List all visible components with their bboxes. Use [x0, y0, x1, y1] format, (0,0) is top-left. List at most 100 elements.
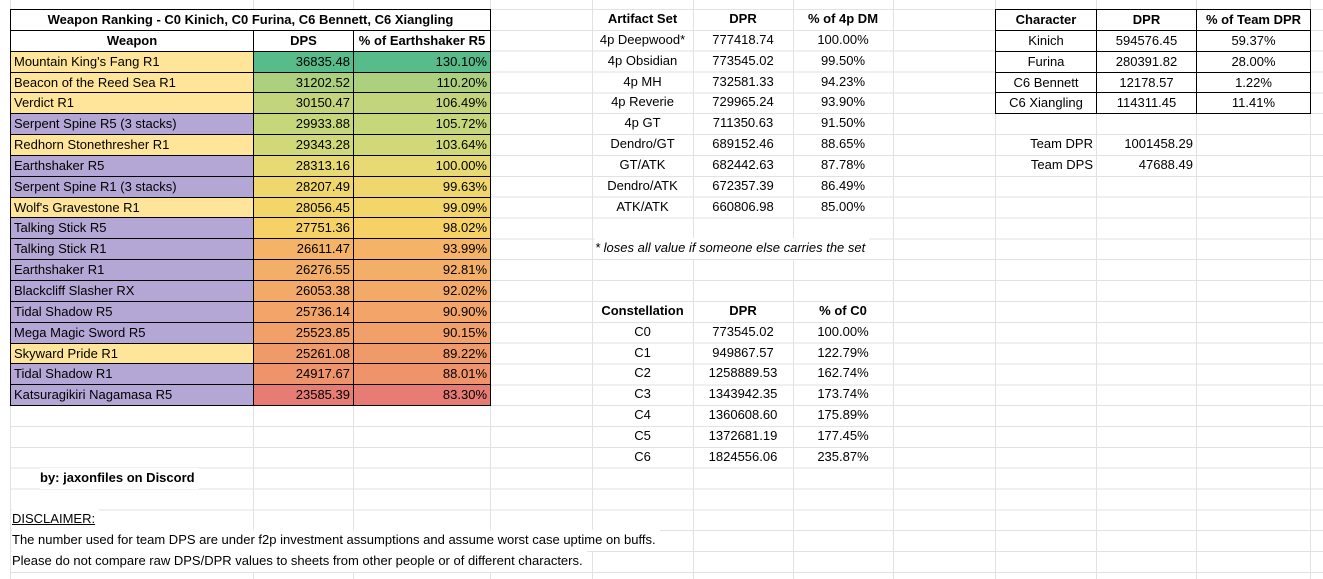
weapon-column-header[interactable]: Weapon — [11, 30, 254, 52]
weapon-name-cell[interactable]: Redhorn Stonethresher R1 — [11, 135, 254, 156]
dps-column-header[interactable]: DPS — [254, 30, 354, 52]
constellation-dpr-cell[interactable]: 1258889.53 — [708, 365, 778, 381]
artifact-pct-cell[interactable]: 99.50% — [820, 52, 866, 68]
weapon-name-cell[interactable]: Talking Stick R5 — [11, 218, 254, 240]
artifact-set-cell[interactable]: Dendro/ATK — [607, 177, 678, 193]
weapon-dps-cell[interactable]: 27751.36 — [254, 218, 354, 240]
team-dps-value[interactable]: 47688.49 — [1138, 156, 1193, 172]
constellation-cell[interactable]: C6 — [634, 448, 651, 464]
artifact-pct-cell[interactable]: 86.49% — [820, 177, 866, 193]
weapon-pct-cell[interactable]: 130.10% — [354, 51, 491, 73]
artifact-pct-column-header[interactable]: % of 4p DM — [807, 11, 879, 26]
weapon-name-cell[interactable]: Earthshaker R5 — [11, 155, 254, 177]
weapon-dps-cell[interactable]: 28313.16 — [254, 155, 354, 177]
character-name-cell[interactable]: C6 Bennett — [996, 72, 1097, 94]
artifact-set-cell[interactable]: 4p Reverie — [611, 94, 674, 110]
weapon-dps-cell[interactable]: 28056.45 — [254, 197, 354, 219]
artifact-dpr-cell[interactable]: 773545.02 — [712, 52, 774, 68]
artifact-set-cell[interactable]: 4p Deepwood* — [599, 31, 686, 47]
artifact-footnote[interactable]: * loses all value if someone else carrie… — [595, 238, 870, 260]
artifact-pct-cell[interactable]: 93.90% — [820, 94, 866, 110]
weapon-pct-cell[interactable]: 83.30% — [354, 385, 491, 407]
disclaimer-line-2[interactable]: Please do not compare raw DPS/DPR values… — [12, 551, 587, 572]
weapon-pct-cell[interactable]: 88.01% — [354, 364, 491, 386]
constellation-cell[interactable]: C1 — [634, 344, 651, 360]
constellation-pct-cell[interactable]: 100.00% — [817, 323, 869, 339]
artifact-dpr-cell[interactable]: 777418.74 — [712, 31, 774, 47]
weapon-dps-cell[interactable]: 30150.47 — [254, 93, 354, 115]
weapon-dps-cell[interactable]: 26276.55 — [254, 260, 354, 281]
constellation-cell[interactable]: C3 — [634, 386, 651, 402]
weapon-pct-cell[interactable]: 90.15% — [354, 322, 491, 344]
artifact-set-cell[interactable]: Dendro/GT — [610, 136, 675, 152]
weapon-name-cell[interactable]: Serpent Spine R5 (3 stacks) — [11, 114, 254, 136]
artifact-pct-cell[interactable]: 100.00% — [817, 31, 869, 47]
weapon-dps-cell[interactable]: 28207.49 — [254, 176, 354, 198]
constellation-dpr-cell[interactable]: 1824556.06 — [708, 448, 778, 464]
character-pct-cell[interactable]: 1.22% — [1197, 72, 1311, 94]
weapon-name-cell[interactable]: Wolf's Gravestone R1 — [11, 197, 254, 219]
weapon-pct-cell[interactable]: 103.64% — [354, 135, 491, 156]
constellation-dpr-cell[interactable]: 949867.57 — [712, 344, 774, 360]
weapon-dps-cell[interactable]: 25736.14 — [254, 301, 354, 323]
weapon-dps-cell[interactable]: 24917.67 — [254, 364, 354, 386]
weapon-name-cell[interactable]: Verdict R1 — [11, 93, 254, 115]
constellation-cell[interactable]: C4 — [634, 407, 651, 423]
weapon-name-cell[interactable]: Earthshaker R1 — [11, 260, 254, 281]
character-pct-column-header[interactable]: % of Team DPR — [1197, 10, 1311, 31]
character-dpr-cell[interactable]: 114311.45 — [1097, 93, 1197, 115]
weapon-pct-cell[interactable]: 90.90% — [354, 301, 491, 323]
weapon-pct-cell[interactable]: 93.99% — [354, 239, 491, 261]
weapon-pct-cell[interactable]: 92.02% — [354, 280, 491, 302]
artifact-pct-cell[interactable]: 88.65% — [820, 136, 866, 152]
artifact-set-cell[interactable]: GT/ATK — [619, 156, 666, 172]
weapon-dps-cell[interactable]: 29343.28 — [254, 135, 354, 156]
character-column-header[interactable]: Character — [996, 10, 1097, 31]
artifact-dpr-column-header[interactable]: DPR — [729, 11, 757, 26]
artifact-pct-cell[interactable]: 85.00% — [820, 198, 866, 214]
character-dpr-cell[interactable]: 594576.45 — [1097, 30, 1197, 52]
weapon-pct-cell[interactable]: 110.20% — [354, 72, 491, 94]
artifact-dpr-cell[interactable]: 732581.33 — [712, 73, 774, 89]
constellation-pct-column-header[interactable]: % of C0 — [819, 302, 867, 318]
constellation-pct-cell[interactable]: 122.79% — [817, 344, 869, 360]
team-dps-label[interactable]: Team DPS — [1030, 156, 1093, 172]
weapon-pct-cell[interactable]: 99.09% — [354, 197, 491, 219]
weapon-dps-cell[interactable]: 25261.08 — [254, 343, 354, 365]
character-dpr-cell[interactable]: 280391.82 — [1097, 51, 1197, 73]
constellation-dpr-cell[interactable]: 1372681.19 — [708, 427, 778, 443]
weapon-dps-cell[interactable]: 31202.52 — [254, 72, 354, 94]
character-pct-cell[interactable]: 59.37% — [1197, 30, 1311, 52]
constellation-pct-cell[interactable]: 177.45% — [817, 427, 869, 443]
artifact-set-cell[interactable]: 4p Obsidian — [607, 52, 678, 68]
weapon-name-cell[interactable]: Skyward Pride R1 — [11, 343, 254, 365]
constellation-pct-cell[interactable]: 162.74% — [817, 365, 869, 381]
artifact-pct-cell[interactable]: 87.78% — [820, 156, 866, 172]
artifact-set-cell[interactable]: 4p GT — [624, 115, 661, 131]
weapon-name-cell[interactable]: Tidal Shadow R5 — [11, 301, 254, 323]
weapon-name-cell[interactable]: Tidal Shadow R1 — [11, 364, 254, 386]
weapon-pct-cell[interactable]: 106.49% — [354, 93, 491, 115]
weapon-pct-cell[interactable]: 99.63% — [354, 176, 491, 198]
constellation-cell[interactable]: C0 — [634, 323, 651, 339]
weapon-dps-cell[interactable]: 25523.85 — [254, 322, 354, 344]
weapon-name-cell[interactable]: Katsuragikiri Nagamasa R5 — [11, 385, 254, 407]
constellation-dpr-cell[interactable]: 773545.02 — [712, 323, 774, 339]
artifact-dpr-cell[interactable]: 682442.63 — [712, 156, 774, 172]
weapon-dps-cell[interactable]: 26611.47 — [254, 239, 354, 261]
constellation-column-header[interactable]: Constellation — [601, 302, 684, 318]
constellation-dpr-column-header[interactable]: DPR — [729, 302, 757, 318]
weapon-name-cell[interactable]: Talking Stick R1 — [11, 239, 254, 261]
weapon-dps-cell[interactable]: 36835.48 — [254, 51, 354, 73]
disclaimer-line-1[interactable]: The number used for team DPS are under f… — [12, 530, 660, 552]
character-dpr-column-header[interactable]: DPR — [1097, 10, 1197, 31]
artifact-dpr-cell[interactable]: 689152.46 — [712, 136, 774, 152]
character-name-cell[interactable]: Kinich — [996, 30, 1097, 52]
weapon-pct-cell[interactable]: 105.72% — [354, 114, 491, 136]
character-pct-cell[interactable]: 28.00% — [1197, 51, 1311, 73]
weapon-name-cell[interactable]: Mountain King's Fang R1 — [11, 51, 254, 73]
character-dpr-cell[interactable]: 12178.57 — [1097, 72, 1197, 94]
pct-earthshaker-column-header[interactable]: % of Earthshaker R5 — [354, 30, 491, 52]
weapon-dps-cell[interactable]: 26053.38 — [254, 280, 354, 302]
artifact-set-column-header[interactable]: Artifact Set — [607, 11, 678, 26]
